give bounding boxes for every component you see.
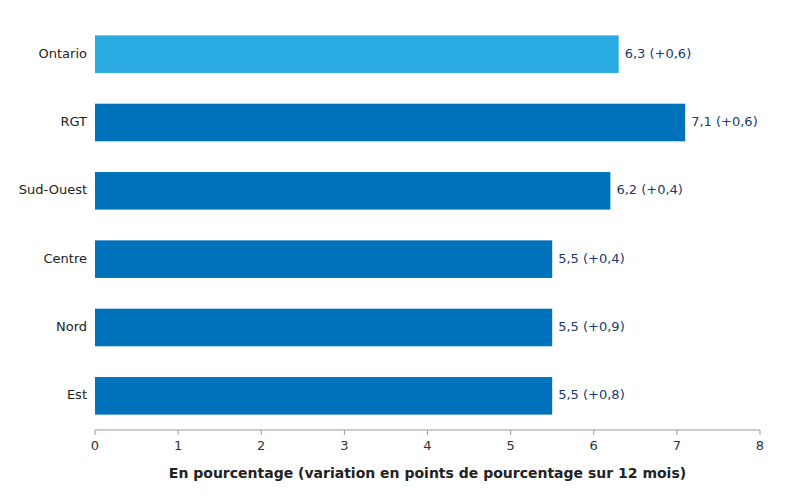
- tick-mark: [593, 430, 594, 435]
- y-axis: Ontario RGT Sud-Ouest Centre Nord Est: [19, 46, 87, 403]
- data-labels: 6,3 (+0,6) 7,1 (+0,6) 6,2 (+0,4) 5,5 (+0,4)…: [558, 46, 758, 403]
- tick-label: 8: [756, 438, 764, 453]
- data-label: 7,1 (+0,6): [691, 114, 758, 129]
- category-label: RGT: [60, 114, 87, 129]
- category-label: Sud-Ouest: [19, 182, 87, 197]
- data-label: 6,2 (+0,4): [616, 182, 683, 197]
- bar: [95, 172, 610, 210]
- tick-mark: [344, 430, 345, 435]
- tick-mark: [178, 430, 179, 435]
- tick-mark: [261, 430, 262, 435]
- category-label: Est: [67, 387, 87, 402]
- data-label: 6,3 (+0,6): [625, 46, 692, 61]
- tick-label: 6: [590, 438, 598, 453]
- tick-label: 2: [257, 438, 265, 453]
- data-label: 5,5 (+0,8): [558, 387, 625, 402]
- tick-mark: [510, 430, 511, 435]
- tick-mark: [427, 430, 428, 435]
- tick-label: 5: [506, 438, 514, 453]
- chart: Ontario RGT Sud-Ouest Centre Nord Est 6,3 (+0,…: [0, 0, 800, 500]
- x-axis: 0 1 2 3 4 5 6 7 8: [91, 430, 764, 453]
- chart-container: Ontario RGT Sud-Ouest Centre Nord Est 6,3 (+0,…: [0, 0, 800, 500]
- tick-label: 0: [91, 438, 99, 453]
- bars: [95, 35, 685, 414]
- bar: [95, 240, 552, 278]
- bar: [95, 377, 552, 415]
- tick-label: 4: [423, 438, 431, 453]
- category-label: Ontario: [39, 46, 87, 61]
- data-label: 5,5 (+0,4): [558, 251, 625, 266]
- x-axis-label: En pourcentage (variation en points de p…: [169, 465, 686, 481]
- category-label: Nord: [56, 319, 87, 334]
- bar: [95, 35, 619, 73]
- category-label: Centre: [44, 251, 87, 266]
- tick-mark: [760, 430, 761, 435]
- tick-label: 7: [673, 438, 681, 453]
- tick-mark: [95, 430, 96, 435]
- data-label: 5,5 (+0,9): [558, 319, 625, 334]
- bar: [95, 309, 552, 347]
- tick-label: 1: [174, 438, 182, 453]
- tick-label: 3: [340, 438, 348, 453]
- tick-mark: [676, 430, 677, 435]
- bar: [95, 104, 685, 142]
